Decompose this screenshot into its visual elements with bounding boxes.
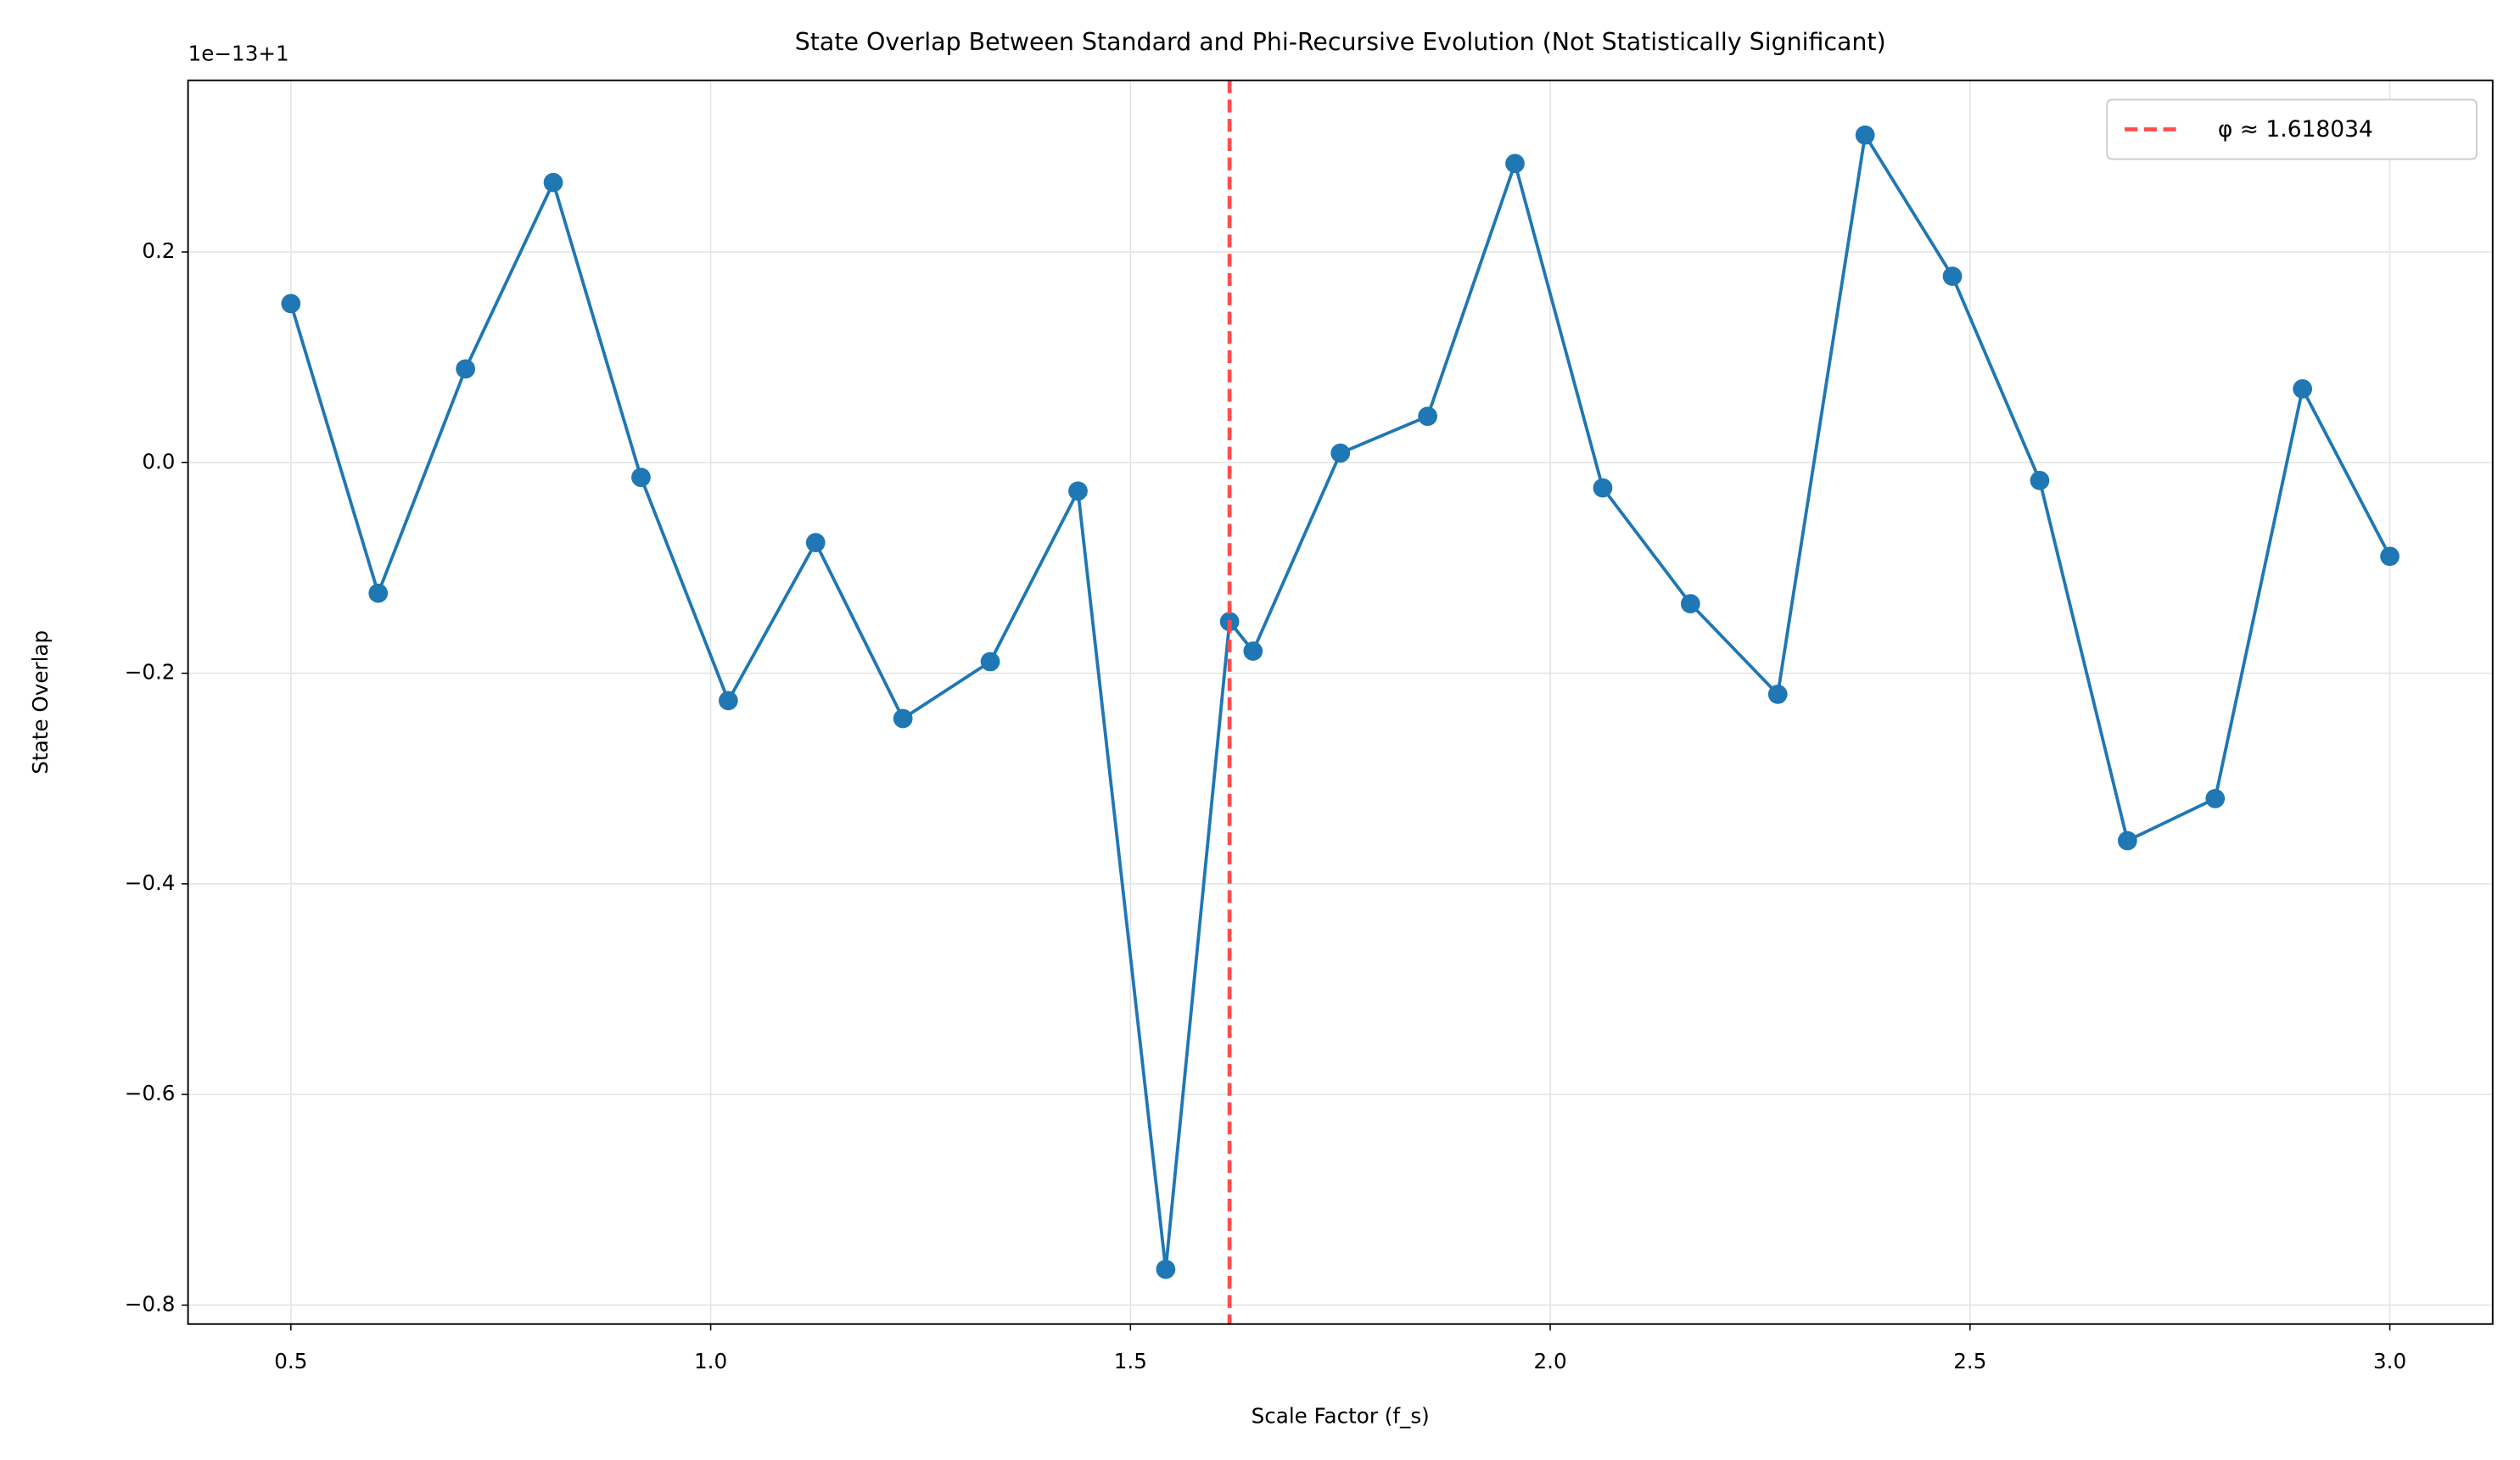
data-point bbox=[1593, 478, 1613, 498]
data-point bbox=[1855, 125, 1875, 145]
data-point bbox=[2030, 471, 2050, 490]
data-point bbox=[456, 359, 476, 379]
data-point bbox=[1942, 266, 1963, 286]
data-point bbox=[2205, 788, 2226, 808]
data-point bbox=[2380, 546, 2400, 567]
data-point bbox=[1243, 641, 1263, 661]
data-point bbox=[281, 294, 301, 314]
data-line bbox=[289, 130, 2392, 1270]
data-point bbox=[2293, 379, 2313, 399]
y-axis-label: State Overlap bbox=[28, 630, 53, 775]
data-point bbox=[1767, 685, 1788, 704]
data-point bbox=[980, 652, 1000, 672]
data-point bbox=[1156, 1259, 1176, 1279]
y-tick-label: 0.2 bbox=[142, 238, 175, 263]
x-tick-label: 3.0 bbox=[2373, 1349, 2406, 1373]
data-point bbox=[1680, 594, 1700, 614]
x-tick-label: 2.5 bbox=[1953, 1349, 1986, 1373]
data-point bbox=[1418, 406, 1437, 427]
data-point bbox=[368, 583, 389, 603]
data-point bbox=[1068, 481, 1088, 501]
data-point bbox=[805, 533, 826, 553]
data-point bbox=[718, 691, 738, 711]
x-tick-label: 1.5 bbox=[1114, 1349, 1147, 1373]
y-tick-label: −0.4 bbox=[125, 870, 176, 895]
data-point bbox=[2117, 831, 2137, 851]
y-tick-label: 0.0 bbox=[142, 449, 175, 473]
x-tick-label: 1.0 bbox=[694, 1349, 727, 1373]
plot-frame bbox=[187, 79, 2494, 1325]
x-axis-label: Scale Factor (f_s) bbox=[1252, 1404, 1430, 1429]
y-tick-label: −0.2 bbox=[125, 660, 176, 685]
data-point bbox=[543, 172, 563, 193]
legend-label: φ ≈ 1.618034 bbox=[2218, 116, 2373, 143]
x-tick-label: 2.0 bbox=[1534, 1349, 1567, 1373]
y-tick-label: −0.6 bbox=[125, 1081, 176, 1105]
legend-box bbox=[2106, 98, 2478, 160]
data-point bbox=[631, 467, 651, 488]
chart-title: State Overlap Between Standard and Phi-R… bbox=[795, 28, 1886, 56]
data-point bbox=[893, 708, 913, 729]
data-point bbox=[1505, 154, 1525, 174]
data-point bbox=[1330, 443, 1351, 463]
y-offset-text: 1e−13+1 bbox=[188, 41, 289, 65]
legend: φ ≈ 1.618034 bbox=[2106, 98, 2478, 160]
y-tick-label: −0.8 bbox=[125, 1291, 176, 1316]
x-tick-label: 0.5 bbox=[274, 1349, 307, 1373]
